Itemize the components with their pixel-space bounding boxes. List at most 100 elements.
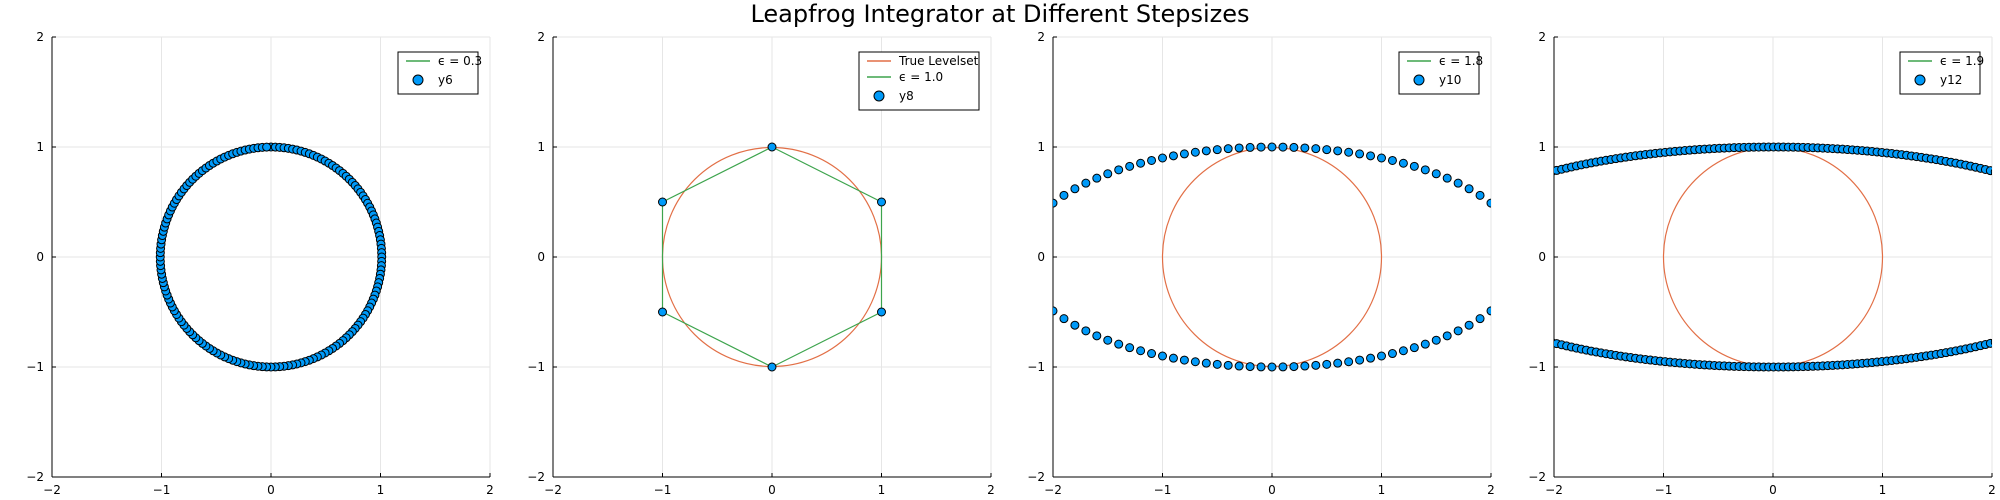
- data-point: [1147, 349, 1157, 359]
- data-point: [877, 307, 886, 317]
- x-tick-label: 1: [1879, 483, 1887, 497]
- subplot-1: −2 −1 0 1 2 −2 −1 0 1 2 ϵ = 0.3 y6: [26, 30, 494, 497]
- data-point: [1431, 169, 1441, 179]
- legend-label: y10: [1439, 73, 1461, 87]
- data-point: [1081, 178, 1091, 188]
- plot-area: [658, 142, 886, 372]
- y-tick-label: 0: [537, 250, 545, 264]
- x-tick-label: 0: [267, 483, 275, 497]
- data-point: [1234, 361, 1244, 371]
- y-tick-label: −2: [1027, 470, 1045, 484]
- legend-marker: [1413, 74, 1425, 86]
- data-point: [1168, 151, 1178, 161]
- data-point: [1366, 151, 1376, 161]
- x-tick-label: −1: [1154, 483, 1172, 497]
- data-point: [1212, 145, 1222, 155]
- x-tick-label: 1: [1378, 483, 1386, 497]
- data-point: [1475, 190, 1485, 200]
- data-point: [1398, 346, 1408, 356]
- y-tick-label: −1: [527, 360, 545, 374]
- data-point: [1990, 339, 1992, 346]
- data-point: [1300, 143, 1310, 153]
- data-point: [1027, 222, 1035, 230]
- data-point: [1158, 153, 1167, 163]
- y-tick-label: −2: [1528, 470, 1546, 484]
- data-point: [1245, 362, 1255, 372]
- data-point: [1498, 297, 1506, 305]
- data-point: [1509, 284, 1517, 292]
- data-point: [1168, 353, 1178, 363]
- y-tick-label: −2: [26, 470, 44, 484]
- data-point: [1543, 337, 1551, 345]
- data-point: [1136, 346, 1146, 356]
- subplot-3: −2 −1 0 1 2 −2 −1 0 1 2 ϵ = 1.8 y10: [1027, 30, 1517, 497]
- x-tick-label: −1: [1655, 483, 1673, 497]
- data-point: [1509, 222, 1517, 230]
- legend-label: ϵ = 1.0: [899, 70, 943, 84]
- data-point: [1398, 158, 1408, 168]
- data-point: [1387, 155, 1397, 165]
- data-point: [1355, 355, 1365, 365]
- data-point: [1212, 359, 1222, 369]
- legend-label: y8: [899, 89, 914, 103]
- data-point: [1377, 153, 1386, 163]
- data-point: [1289, 362, 1299, 372]
- data-point: [1125, 161, 1135, 171]
- data-point: [1322, 359, 1332, 369]
- data-point: [1027, 284, 1035, 292]
- data-point: [1201, 358, 1211, 368]
- data-point: [1267, 362, 1277, 372]
- plot-area: [1538, 142, 2000, 372]
- data-point: [1442, 173, 1452, 183]
- data-point: [1990, 168, 1992, 175]
- legend-marker: [873, 90, 885, 102]
- x-tick-label: 1: [878, 483, 886, 497]
- data-point: [1442, 331, 1452, 341]
- legend-label: ϵ = 0.3: [438, 54, 482, 68]
- data-point: [1289, 142, 1299, 152]
- y-tick-label: 1: [537, 140, 545, 154]
- legend: ϵ = 1.9 y12: [1899, 51, 1984, 95]
- data-point: [1420, 339, 1430, 349]
- data-point: [1311, 360, 1321, 370]
- data-point: [1996, 169, 2000, 177]
- x-tick-label: 2: [987, 483, 995, 497]
- data-point: [1996, 337, 2000, 345]
- x-tick-label: −2: [544, 483, 562, 497]
- x-tick-label: −2: [43, 483, 61, 497]
- data-point: [1985, 166, 1992, 176]
- x-tick-label: −1: [153, 483, 171, 497]
- data-point: [767, 362, 777, 372]
- figure-title: Leapfrog Integrator at Different Stepsiz…: [750, 0, 1250, 28]
- x-tick-label: 0: [1268, 483, 1276, 497]
- y-tick-label: 1: [1037, 140, 1045, 154]
- y-tick-label: 0: [36, 250, 44, 264]
- data-point: [1179, 149, 1189, 159]
- data-point: [1538, 336, 1546, 344]
- x-tick-label: 1: [377, 483, 385, 497]
- legend-box: [397, 51, 479, 95]
- x-tick-label: 2: [1988, 483, 1996, 497]
- y-tick-label: 0: [1037, 250, 1045, 264]
- data-point: [1081, 326, 1091, 336]
- data-point: [1053, 306, 1058, 316]
- data-point: [767, 142, 777, 152]
- data-point: [1543, 169, 1551, 177]
- data-point: [1300, 361, 1310, 371]
- data-point: [1453, 326, 1463, 336]
- subplot-2: −2 −1 0 1 2 −2 −1 0 1 2 True Levelset ϵ = 1.0 y8: [527, 30, 995, 497]
- data-point: [1190, 357, 1200, 367]
- data-point: [1322, 145, 1332, 155]
- data-point: [1234, 143, 1244, 153]
- data-point: [1267, 142, 1277, 152]
- data-point: [1344, 357, 1354, 367]
- data-point: [1420, 165, 1430, 175]
- y-tick-label: −1: [26, 360, 44, 374]
- y-tick-label: −2: [527, 470, 545, 484]
- data-point: [1147, 155, 1157, 165]
- y-tick-label: −1: [1027, 360, 1045, 374]
- legend-marker: [1914, 74, 1926, 86]
- data-point: [1387, 349, 1397, 359]
- data-point: [1201, 146, 1211, 156]
